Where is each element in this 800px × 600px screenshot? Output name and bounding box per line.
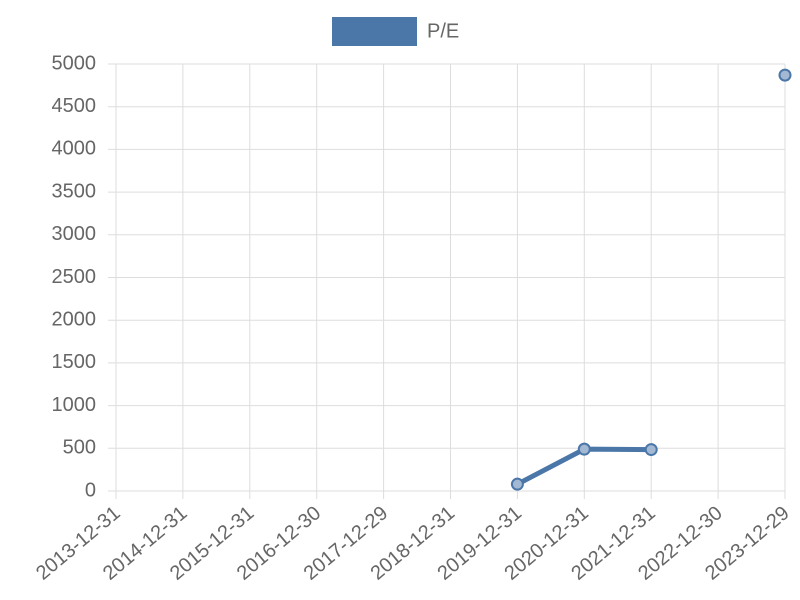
y-tick-label: 5000: [52, 52, 97, 74]
y-tick-label: 2000: [52, 308, 97, 330]
data-point: [577, 442, 591, 456]
y-tick-label: 3000: [52, 223, 97, 245]
y-tick-label: 4000: [52, 138, 97, 160]
y-tick-label: 1000: [52, 394, 97, 416]
y-tick-label: 1500: [52, 351, 97, 373]
y-tick-label: 2500: [52, 266, 97, 288]
data-point: [510, 477, 524, 491]
y-tick-label: 4500: [52, 95, 97, 117]
data-point: [778, 68, 792, 82]
y-tick-label: 0: [85, 479, 96, 501]
y-tick-label: 500: [63, 437, 96, 459]
legend-label: P/E: [427, 20, 459, 42]
legend-swatch: [332, 17, 417, 46]
data-point: [644, 443, 658, 457]
y-tick-label: 3500: [52, 180, 97, 202]
